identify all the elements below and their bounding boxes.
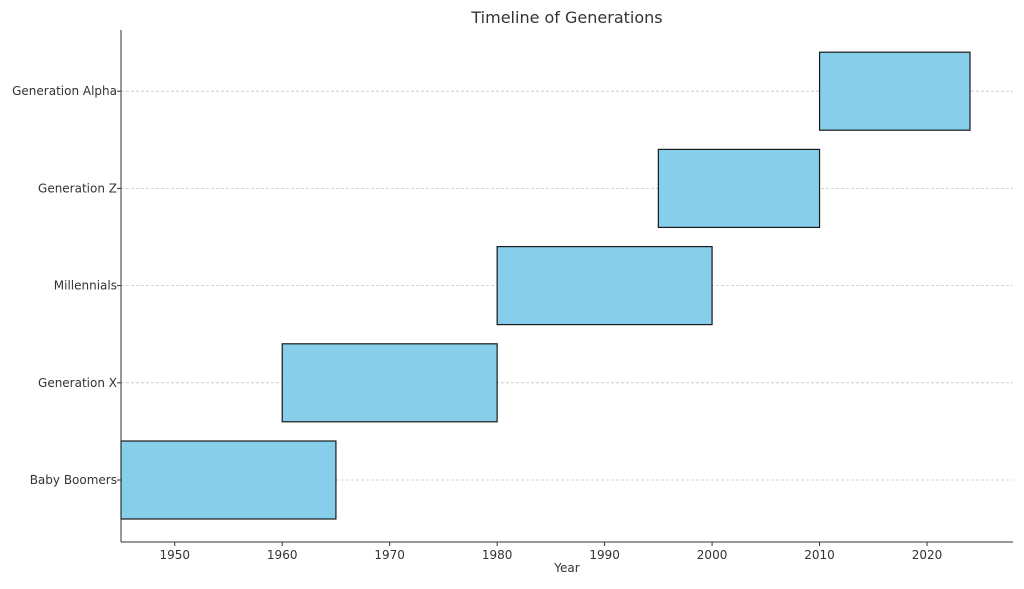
chart-title: Timeline of Generations [470, 8, 662, 27]
y-tick-label: Generation Z [38, 181, 117, 195]
x-tick-label: 1980 [482, 548, 513, 562]
y-tick-label: Millennials [54, 279, 117, 293]
x-axis-title: Year [553, 561, 579, 575]
bar-generation-z [657, 148, 821, 228]
y-tick-label: Baby Boomers [30, 473, 117, 487]
y-tick-label: Generation Alpha [12, 84, 117, 98]
x-axis-ticks: 1950 1960 1970 1980 1990 2000 2010 2020 [159, 542, 942, 562]
bar-generation-alpha [818, 51, 971, 131]
y-axis-ticks: Baby Boomers Generation X Millennials Gener… [12, 84, 121, 487]
x-tick-label: 1960 [267, 548, 298, 562]
bar-generation-x [281, 343, 498, 423]
x-tick-label: 2010 [804, 548, 835, 562]
x-tick-label: 2020 [912, 548, 943, 562]
x-tick-label: 1970 [374, 548, 405, 562]
y-tick-label: Generation X [38, 376, 117, 390]
x-tick-label: 1990 [589, 548, 620, 562]
bar-baby-boomers [120, 440, 337, 520]
x-tick-label: 2000 [697, 548, 728, 562]
bar-millennials [496, 246, 713, 326]
x-tick-label: 1950 [159, 548, 190, 562]
bars [120, 51, 971, 520]
